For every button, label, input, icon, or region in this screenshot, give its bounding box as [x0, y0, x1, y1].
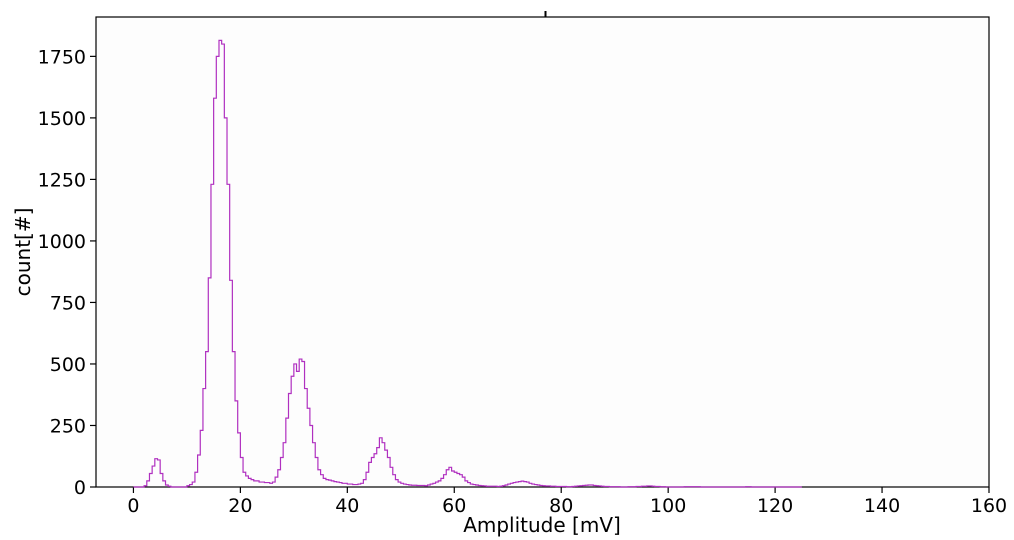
x-tick-label: 80: [549, 495, 573, 517]
x-axis: 0 20 40 60 80 100 120 140 160: [127, 487, 1007, 517]
x-tick-label: 20: [228, 495, 252, 517]
y-tick-label: 0: [74, 477, 86, 499]
y-tick-label: 1750: [38, 46, 86, 68]
x-tick-label: 120: [757, 495, 793, 517]
x-tick-label: 40: [335, 495, 359, 517]
x-tick-label: 0: [127, 495, 139, 517]
x-tick-label: 140: [864, 495, 900, 517]
y-tick-label: 250: [50, 415, 86, 437]
y-axis: 0 250 500 750 1000 1250 1500 1750: [38, 46, 96, 499]
y-tick-label: 1500: [38, 108, 86, 130]
y-tick-label: 750: [50, 292, 86, 314]
x-tick-label: 160: [971, 495, 1007, 517]
x-axis-label: Amplitude [mV]: [463, 513, 621, 537]
histogram-series: [133, 39, 802, 488]
x-tick-label: 60: [442, 495, 466, 517]
plot-area: [95, 16, 990, 488]
y-tick-label: 1250: [38, 169, 86, 191]
y-tick-label: 500: [50, 354, 86, 376]
y-tick-label: 1000: [38, 231, 86, 253]
y-axis-label: count[#]: [11, 208, 35, 297]
x-tick-label: 100: [650, 495, 686, 517]
